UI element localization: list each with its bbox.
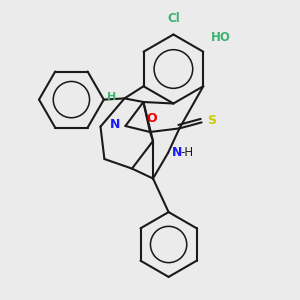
Text: S: S — [207, 113, 216, 127]
Text: -H: -H — [181, 146, 194, 160]
Text: Cl: Cl — [167, 13, 180, 26]
Text: HO: HO — [211, 31, 231, 44]
Text: N: N — [172, 146, 182, 160]
Text: N: N — [110, 118, 120, 131]
Text: O: O — [146, 112, 157, 125]
Text: H: H — [107, 92, 116, 102]
